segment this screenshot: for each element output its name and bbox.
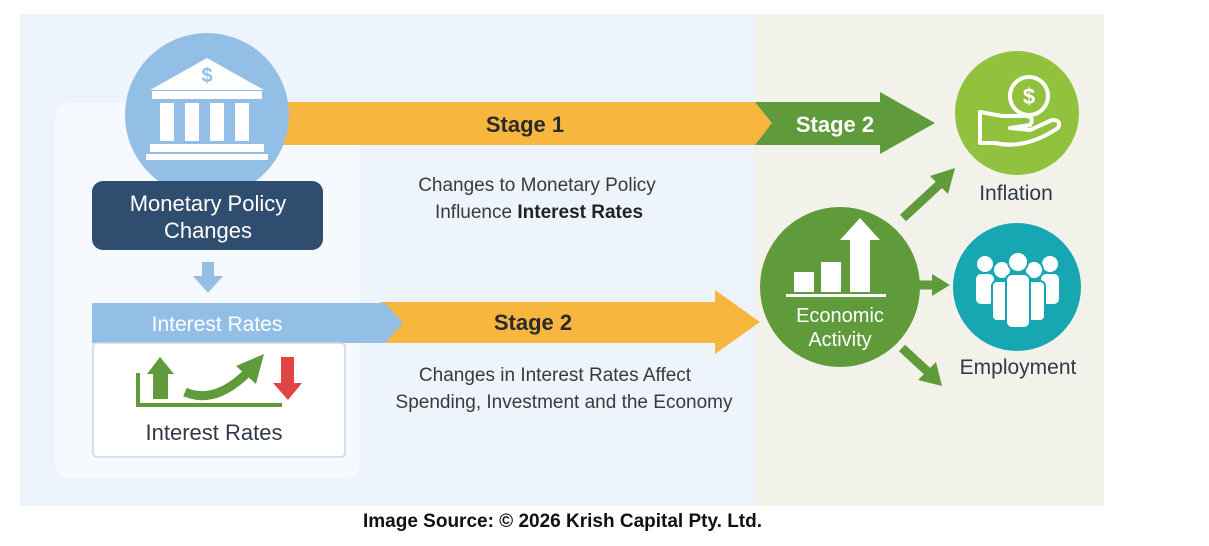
inflation-label: Inflation (979, 182, 1053, 205)
monetary-policy-line2: Changes (164, 218, 252, 243)
stage1-description-line1: Changes to Monetary Policy (418, 175, 656, 196)
monetary-policy-box (92, 181, 323, 250)
interest-rates-footer: Interest Rates (146, 420, 283, 445)
economic-activity-line1: Economic (796, 305, 884, 327)
bank-icon (125, 33, 289, 197)
stage2-top-label: Stage 2 (796, 112, 874, 137)
inflation-dollar-symbol: $ (1023, 84, 1035, 109)
arrow-down-employment-icon (898, 344, 942, 386)
stage2-top-arrow (755, 92, 935, 154)
interest-rates-chart-icon (136, 354, 302, 407)
bank-dollar-symbol: $ (201, 65, 212, 87)
interest-rates-header: Interest Rates (152, 313, 283, 336)
people-group-icon (976, 251, 1059, 329)
stage1-label: Stage 1 (486, 112, 564, 137)
stage2-description-line2: Spending, Investment and the Economy (396, 392, 733, 413)
arrow-to-inflation-icon (899, 168, 955, 222)
down-arrow-icon (193, 262, 223, 293)
growth-chart-icon (786, 218, 886, 297)
stage2-description-line1: Changes in Interest Rates Affect (419, 365, 692, 386)
employment-label: Employment (960, 356, 1077, 379)
hand-coin-icon (978, 75, 1062, 147)
interest-rates-header-bar (92, 303, 403, 343)
stage1-arrow (280, 102, 775, 145)
stage2-lower-label: Stage 2 (494, 310, 572, 335)
image-source-caption: Image Source: © 2026 Krish Capital Pty. … (362, 511, 763, 532)
stage2-lower-arrow (380, 290, 760, 354)
arrow-to-employment-icon (918, 274, 950, 296)
monetary-policy-line1: Monetary Policy (130, 191, 287, 216)
economic-activity-line2: Activity (808, 329, 871, 351)
stage1-description-line2: Influence Interest Rates (435, 202, 643, 223)
